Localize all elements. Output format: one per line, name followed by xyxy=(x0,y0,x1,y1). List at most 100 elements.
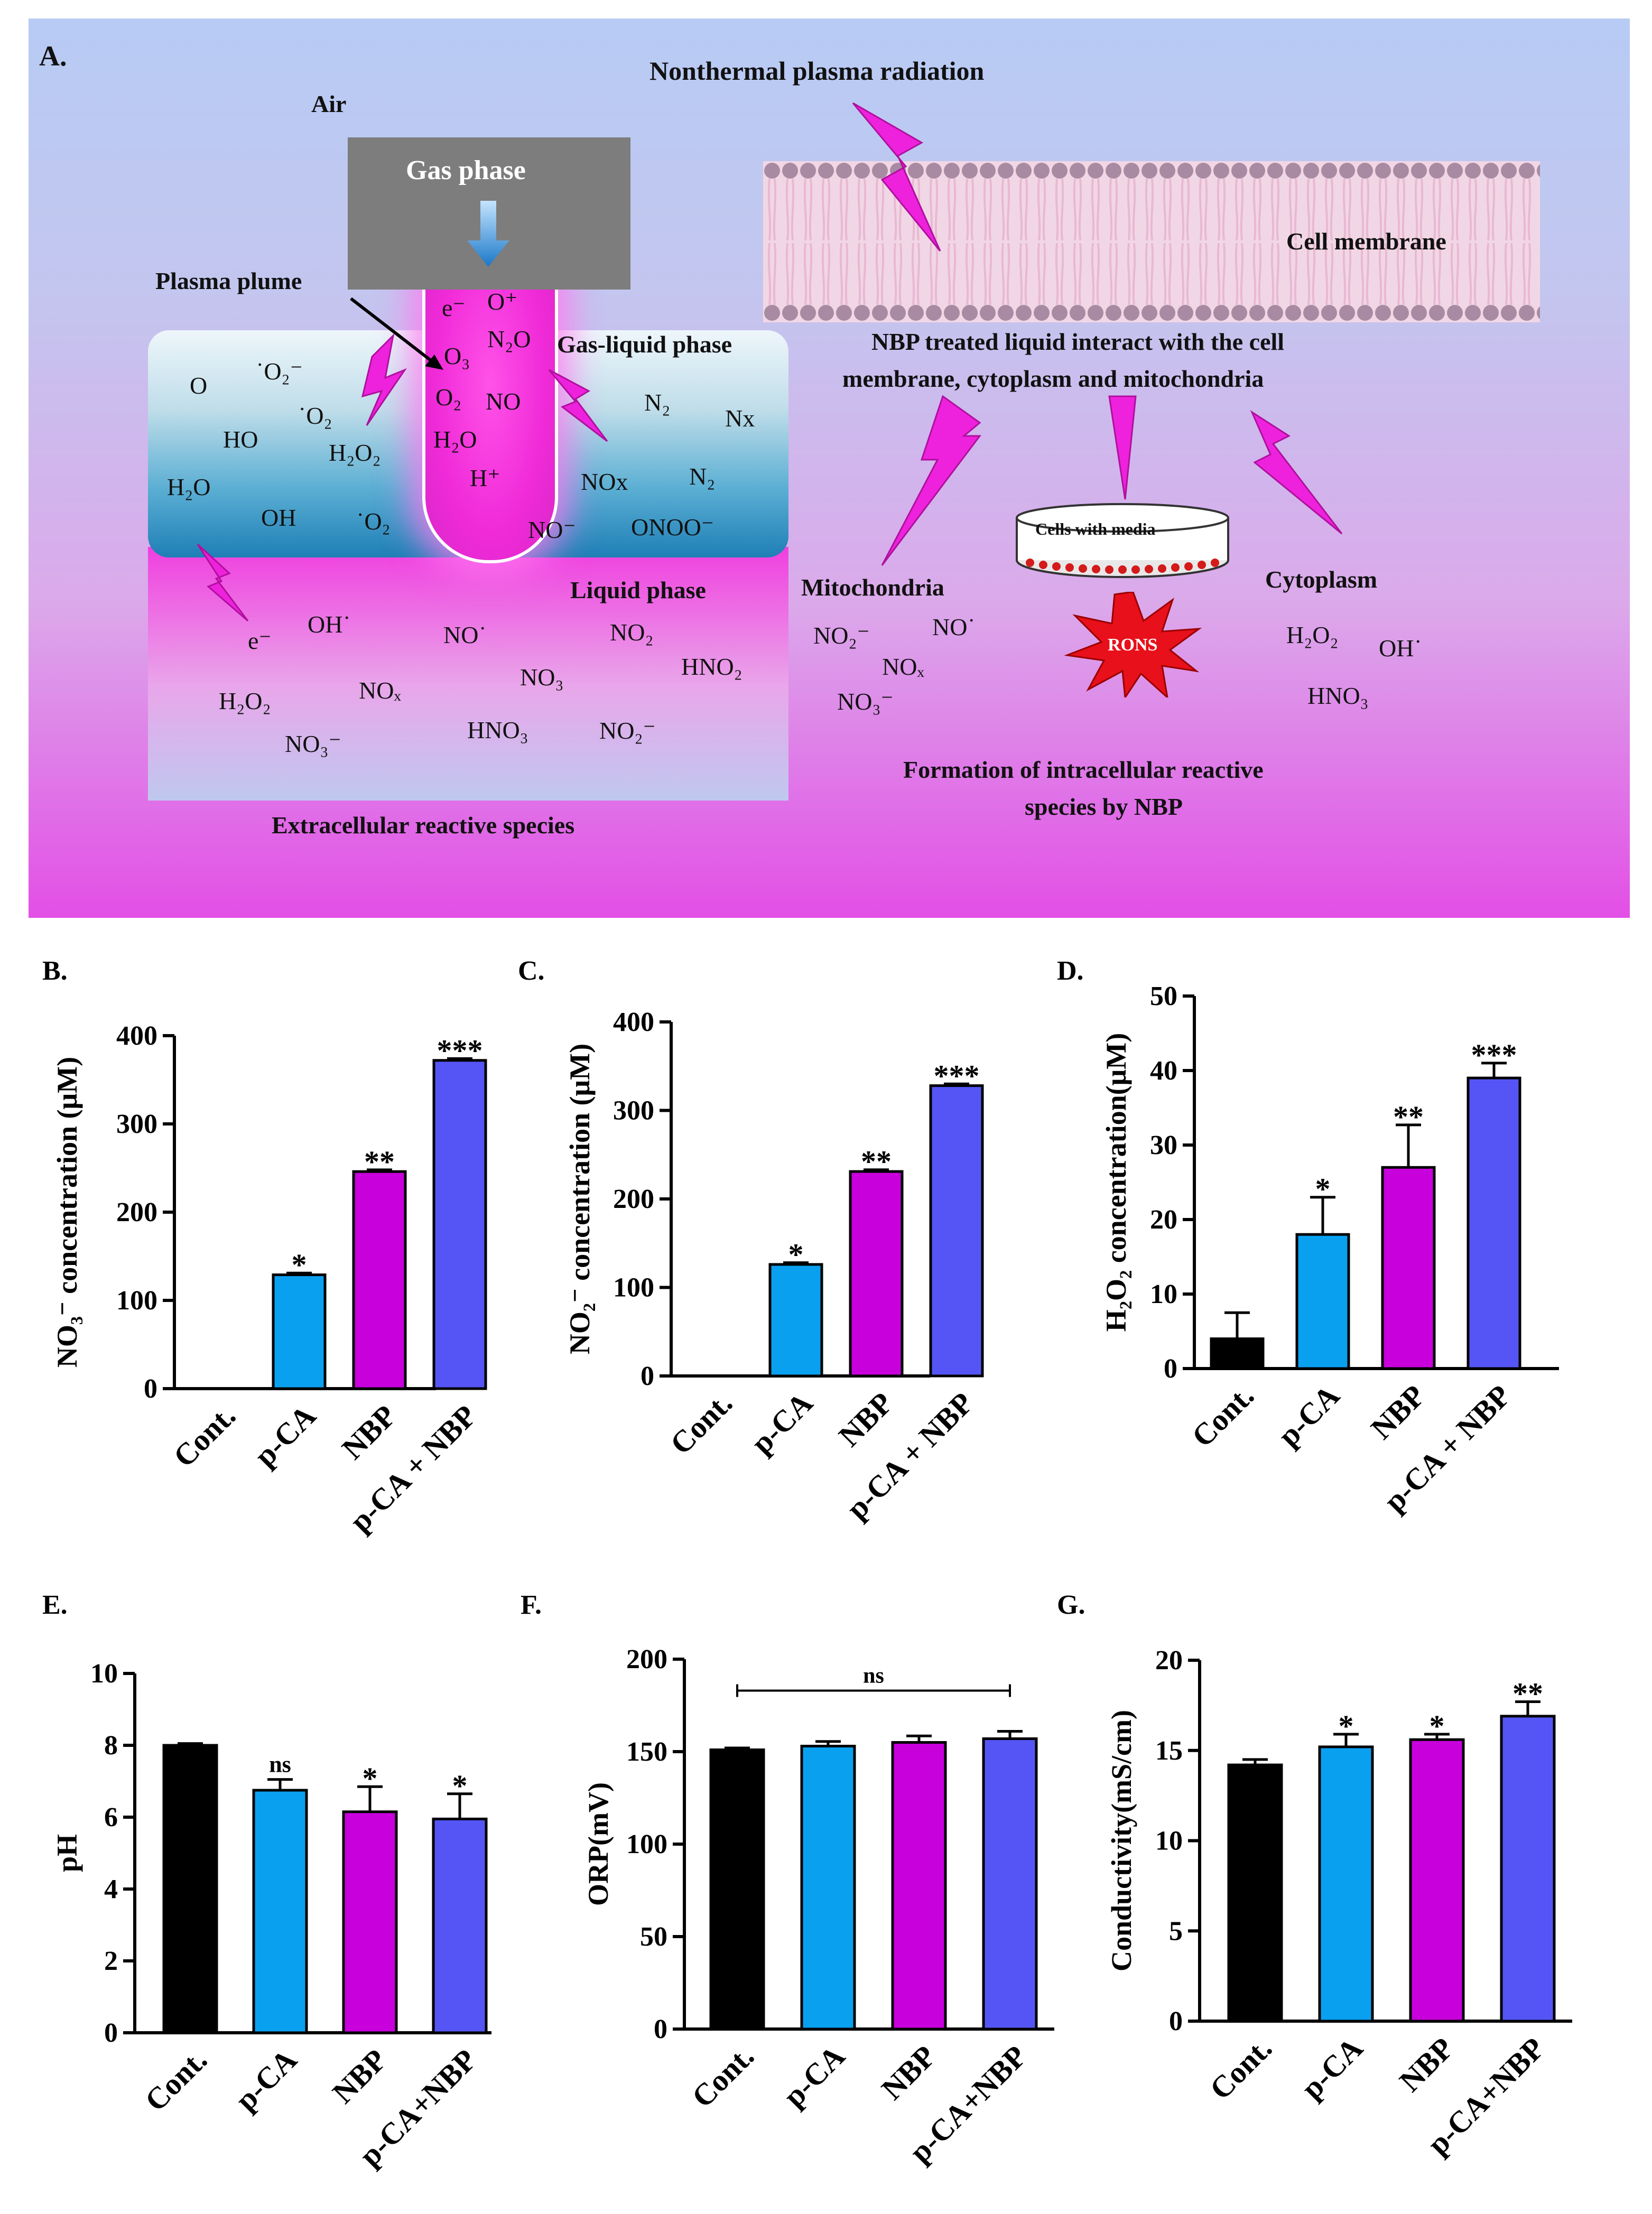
y-tick-label: 30 xyxy=(1150,1130,1177,1160)
pointer-arrow-icon xyxy=(350,297,443,370)
significance-label: ** xyxy=(364,1145,395,1179)
species-label: H₂O xyxy=(433,426,477,453)
species-label: NO₃ xyxy=(520,664,564,691)
y-tick-label: 200 xyxy=(613,1184,654,1214)
species-label: N₂ xyxy=(689,463,716,490)
species-label: N₂O xyxy=(487,325,531,352)
down-arrow-icon xyxy=(467,201,509,267)
lightning-bolt-icon xyxy=(1250,410,1343,535)
y-axis-label: Conductivity(mS/cm) xyxy=(1106,1710,1137,1971)
gas-phase-label: Gas phase xyxy=(406,155,526,185)
species-label: H₂O₂ xyxy=(219,687,271,714)
category-label: p-CA xyxy=(777,2039,852,2114)
category-label: NBP xyxy=(832,1385,899,1453)
y-tick-label: 300 xyxy=(613,1096,654,1126)
bar xyxy=(352,1170,407,1390)
rons-label: RONS xyxy=(1108,635,1158,655)
significance-label: ** xyxy=(1393,1100,1424,1134)
lightning-bolt-icon xyxy=(361,333,407,426)
bar xyxy=(768,1263,823,1378)
y-tick-label: 0 xyxy=(654,2014,667,2044)
plasma-plume-label: Plasma plume xyxy=(155,267,302,294)
category-label: NBP xyxy=(875,2039,942,2106)
significance-label: * xyxy=(1339,1709,1354,1743)
plasma-plume-shape xyxy=(422,267,558,563)
species-label: O xyxy=(190,372,208,399)
y-tick-label: 0 xyxy=(1169,2006,1183,2036)
significance-label: *** xyxy=(934,1058,980,1093)
significance-label: * xyxy=(1430,1709,1445,1743)
bar xyxy=(1227,1763,1283,2023)
radiation-title: Nonthermal plasma radiation xyxy=(649,56,985,86)
species-label: OH xyxy=(261,504,296,531)
y-axis-label: ORP(mV) xyxy=(582,1782,614,1906)
bar xyxy=(1318,1745,1374,2023)
y-tick-label: 6 xyxy=(104,1802,118,1832)
species-label: HNO₃ xyxy=(467,717,528,743)
lightning-bolt-icon xyxy=(852,102,941,252)
species-label: ˙O₂ xyxy=(298,402,332,429)
category-label: NBP xyxy=(1364,1378,1432,1446)
lightning-bolt-icon xyxy=(881,395,982,566)
y-tick-label: 100 xyxy=(613,1273,654,1303)
category-label: Cont. xyxy=(663,1385,739,1461)
category-label: Cont. xyxy=(1185,1378,1260,1454)
species-label: OH˙ xyxy=(308,611,351,638)
y-tick-label: 40 xyxy=(1150,1056,1177,1086)
bar xyxy=(272,1273,327,1390)
significance-label: *** xyxy=(437,1033,483,1067)
species-label: H₂O₂ xyxy=(1286,621,1339,648)
bar xyxy=(929,1084,984,1378)
y-tick-label: 4 xyxy=(104,1874,118,1904)
y-axis-label: NO₃⁻ concentration (μM) xyxy=(51,1057,83,1368)
ns-bracket-label: ns xyxy=(863,1664,884,1688)
cell-membrane-label: Cell membrane xyxy=(1286,228,1446,255)
y-axis-label: NO₂⁻ concentration (μM) xyxy=(564,1044,596,1354)
bar xyxy=(1409,1738,1465,2023)
species-label: O₂ xyxy=(435,384,462,411)
cells-with-media-label: Cells with media xyxy=(1035,519,1156,538)
bar xyxy=(342,1810,398,2034)
species-label: NOₓ xyxy=(882,653,924,680)
panel-b-letter: B. xyxy=(42,956,68,986)
category-label: p-CA xyxy=(1295,2031,1370,2106)
y-tick-label: 0 xyxy=(144,1374,157,1404)
y-axis-label: H₂O₂ concentration(μM) xyxy=(1100,1033,1132,1332)
bar xyxy=(849,1170,904,1378)
y-tick-label: 10 xyxy=(1150,1279,1177,1309)
bar xyxy=(800,1745,856,2031)
y-tick-label: 2 xyxy=(104,1946,118,1976)
species-label: NO˙ xyxy=(443,621,487,648)
air-label: Air xyxy=(311,90,347,117)
significance-label: * xyxy=(452,1769,468,1803)
category-label: Cont. xyxy=(685,2039,760,2114)
panel-c-letter: C. xyxy=(518,956,545,986)
y-tick-label: 15 xyxy=(1155,1736,1183,1766)
category-label: Cont. xyxy=(166,1398,242,1474)
y-tick-label: 10 xyxy=(90,1659,118,1689)
species-label: H⁺ xyxy=(470,464,500,491)
y-tick-label: 20 xyxy=(1155,1645,1183,1676)
species-label: NO₂ xyxy=(610,619,654,646)
lightning-bolt-icon xyxy=(548,369,608,442)
liquid-phase-region xyxy=(148,547,788,801)
formation-line1: Formation of intracellular reactive xyxy=(903,756,1264,783)
lightning-bolt-icon xyxy=(197,543,249,622)
species-label: H₂O₂ xyxy=(329,439,381,466)
lightning-bolts xyxy=(197,102,1343,622)
significance-label: * xyxy=(788,1238,804,1272)
cytoplasm-label: Cytoplasm xyxy=(1265,566,1378,593)
y-tick-label: 100 xyxy=(116,1286,157,1316)
species-label: e⁻ xyxy=(442,294,466,321)
liquid-phase-label: Liquid phase xyxy=(570,576,706,603)
bar xyxy=(709,1748,765,2031)
y-tick-label: 0 xyxy=(104,2018,118,2048)
bar xyxy=(432,1059,487,1390)
category-label: p-CA xyxy=(229,2042,304,2117)
species-label: HO xyxy=(223,426,258,453)
category-label: Cont. xyxy=(1203,2031,1278,2106)
y-tick-label: 5 xyxy=(1169,1916,1183,1946)
petri-dish-icon xyxy=(1016,503,1229,578)
y-tick-label: 300 xyxy=(116,1109,157,1139)
